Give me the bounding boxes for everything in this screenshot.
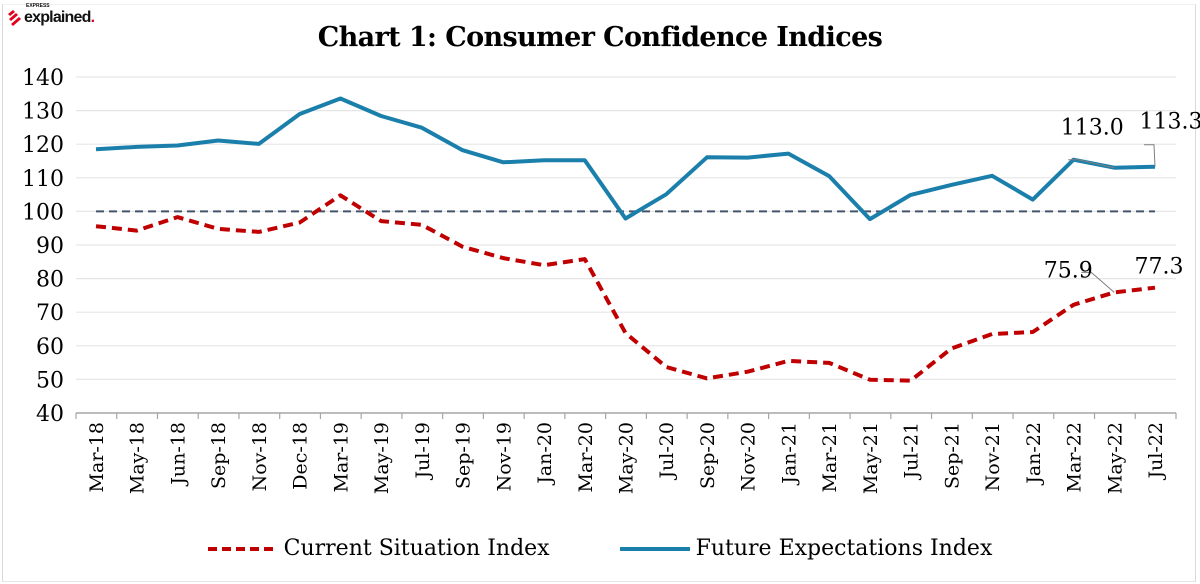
gridlines: [76, 76, 1176, 380]
legend-label-future: Future Expectations Index: [695, 536, 993, 561]
leader-line: [1144, 144, 1156, 167]
legend-item-future: Future Expectations Index: [619, 536, 993, 561]
x-tick-label: Mar-18: [86, 422, 108, 492]
x-tick-label: Sep-21: [941, 422, 963, 489]
current-situation-line: [95, 193, 1156, 383]
x-tick-label: Jul-21: [901, 422, 923, 481]
x-tick-label: Jun-18: [167, 422, 189, 487]
x-tick-label: May-20: [616, 422, 638, 494]
x-tick-label: May-22: [1104, 422, 1126, 494]
x-tick-label: May-19: [371, 422, 393, 494]
legend: Current Situation Index Future Expectati…: [0, 536, 1200, 561]
x-axis: Mar-18 May-18 Jun-18 Sep-18 Nov-18 Dec-18 Mar-…: [75, 412, 1177, 494]
legend-swatch-dashed-red: [207, 546, 278, 551]
x-tick-label: May-18: [127, 422, 149, 494]
x-tick-label: May-21: [860, 422, 882, 494]
x-tick-label: Jul-19: [412, 422, 434, 481]
data-label: 77.3: [1135, 255, 1184, 280]
x-tick-label: Mar-22: [1064, 422, 1086, 492]
legend-item-current: Current Situation Index: [207, 536, 550, 561]
data-label: 113.0: [1061, 116, 1124, 141]
y-tick-label: 140: [22, 66, 64, 91]
x-tick-label: Sep-18: [208, 422, 230, 489]
x-tick-label: Sep-19: [453, 422, 475, 489]
future-expectations-line: [95, 96, 1156, 222]
brand-name-text: explained: [24, 9, 91, 26]
leader-line: [1081, 271, 1115, 293]
series-group: [95, 96, 1156, 383]
x-tick-label: Jul-22: [1145, 422, 1167, 481]
x-tick-label: Nov-21: [982, 422, 1004, 491]
x-tick-label: Jul-20: [656, 422, 678, 481]
x-tick-label: Dec-18: [290, 422, 312, 490]
data-label: 75.9: [1044, 258, 1093, 283]
y-tick-label: 60: [36, 335, 64, 360]
x-tick-label: Nov-18: [249, 422, 271, 491]
y-tick-label: 120: [22, 133, 64, 158]
x-tick-label: Mar-19: [330, 422, 352, 492]
legend-swatch-solid-blue: [619, 546, 690, 551]
brand-small-text: EXPRESS: [26, 3, 50, 9]
x-tick-label: Jan-21: [778, 422, 800, 486]
x-tick-label: Nov-20: [738, 422, 760, 491]
chart-frame: [2, 4, 1196, 582]
brand-stripes-icon: [8, 10, 21, 26]
y-tick-label: 90: [36, 234, 64, 259]
x-tick-label: Jan-20: [534, 422, 556, 486]
y-tick-label: 50: [36, 368, 64, 393]
x-tick-label: Nov-19: [493, 422, 515, 491]
data-label: 113.3: [1140, 110, 1200, 135]
y-tick-label: 100: [22, 200, 64, 225]
x-tick-label: Jan-22: [1023, 422, 1045, 486]
y-tick-label: 80: [36, 268, 64, 293]
x-tick-label: Mar-21: [819, 422, 841, 492]
y-tick-label: 110: [22, 167, 64, 192]
y-tick-label: 130: [22, 100, 64, 125]
brand-dot: .: [90, 9, 95, 26]
x-tick-label: Mar-20: [575, 422, 597, 492]
y-tick-label: 70: [36, 301, 64, 326]
chart-title: Chart 1: Consumer Confidence Indices: [317, 22, 883, 53]
y-axis: 140 130 120 110 100 90 80 70 60 50 40: [22, 66, 64, 427]
express-explained-logo: EXPRESS explained.: [8, 4, 95, 26]
brand-name: EXPRESS explained.: [24, 4, 95, 26]
annotations-group: 113.0 113.3 75.9 77.3: [1044, 110, 1200, 293]
legend-label-current: Current Situation Index: [283, 536, 550, 561]
leader-line: [1068, 159, 1115, 169]
y-tick-label: 40: [36, 402, 64, 427]
x-tick-label: Sep-20: [697, 422, 719, 489]
